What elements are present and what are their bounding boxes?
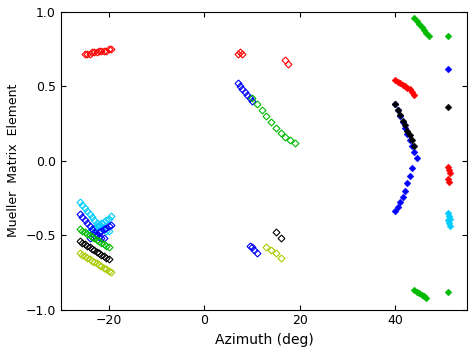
Y-axis label: Mueller  Matrix  Element: Mueller Matrix Element [7, 84, 20, 238]
X-axis label: Azimuth (deg): Azimuth (deg) [215, 333, 313, 347]
